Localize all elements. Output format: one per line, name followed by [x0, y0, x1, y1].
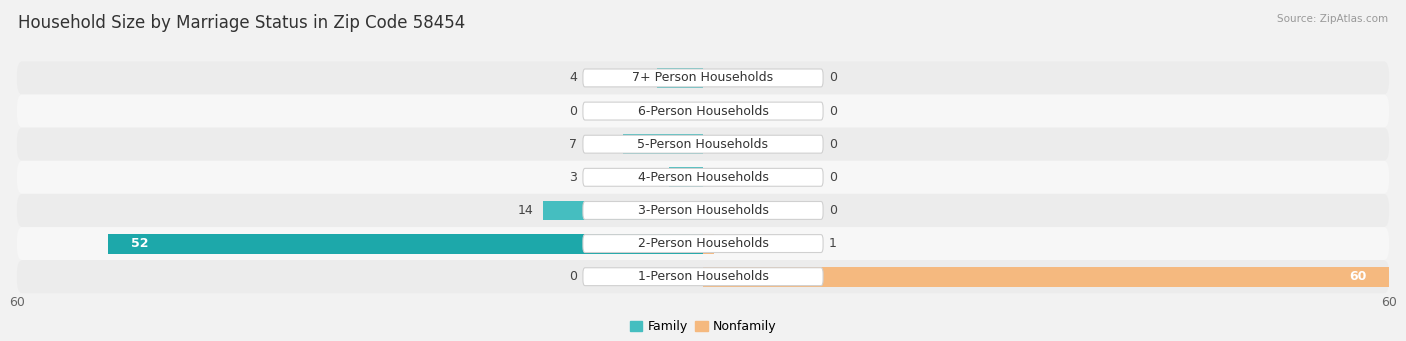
Text: 0: 0: [828, 204, 837, 217]
Text: 5-Person Households: 5-Person Households: [637, 138, 769, 151]
Bar: [623, 134, 703, 154]
Text: 60: 60: [1348, 270, 1367, 283]
Text: 4: 4: [569, 72, 578, 85]
Text: 0: 0: [828, 138, 837, 151]
FancyBboxPatch shape: [583, 268, 823, 286]
Text: 52: 52: [131, 237, 149, 250]
Text: 1-Person Households: 1-Person Households: [637, 270, 769, 283]
Text: 14: 14: [517, 204, 534, 217]
Bar: [669, 167, 703, 187]
Text: 7+ Person Households: 7+ Person Households: [633, 72, 773, 85]
FancyBboxPatch shape: [583, 69, 823, 87]
Text: 0: 0: [569, 270, 578, 283]
Text: 6-Person Households: 6-Person Households: [637, 105, 769, 118]
Bar: [657, 68, 703, 88]
FancyBboxPatch shape: [17, 128, 1389, 161]
Text: 0: 0: [569, 105, 578, 118]
Text: 1: 1: [828, 237, 837, 250]
Legend: Family, Nonfamily: Family, Nonfamily: [624, 315, 782, 338]
FancyBboxPatch shape: [583, 168, 823, 186]
Bar: [108, 234, 703, 253]
Text: 3: 3: [569, 171, 578, 184]
FancyBboxPatch shape: [583, 235, 823, 253]
Bar: [703, 234, 714, 253]
Text: 4-Person Households: 4-Person Households: [637, 171, 769, 184]
Text: 2-Person Households: 2-Person Households: [637, 237, 769, 250]
Text: 7: 7: [569, 138, 578, 151]
Text: 3-Person Households: 3-Person Households: [637, 204, 769, 217]
Text: Source: ZipAtlas.com: Source: ZipAtlas.com: [1277, 14, 1388, 24]
FancyBboxPatch shape: [583, 102, 823, 120]
Bar: [703, 267, 1389, 287]
FancyBboxPatch shape: [17, 194, 1389, 227]
Text: 0: 0: [828, 171, 837, 184]
FancyBboxPatch shape: [17, 227, 1389, 260]
Text: Household Size by Marriage Status in Zip Code 58454: Household Size by Marriage Status in Zip…: [18, 14, 465, 32]
FancyBboxPatch shape: [17, 61, 1389, 94]
FancyBboxPatch shape: [17, 161, 1389, 194]
Bar: [543, 201, 703, 220]
FancyBboxPatch shape: [17, 94, 1389, 128]
Text: 0: 0: [828, 105, 837, 118]
Text: 0: 0: [828, 72, 837, 85]
FancyBboxPatch shape: [17, 260, 1389, 293]
FancyBboxPatch shape: [583, 202, 823, 219]
FancyBboxPatch shape: [583, 135, 823, 153]
